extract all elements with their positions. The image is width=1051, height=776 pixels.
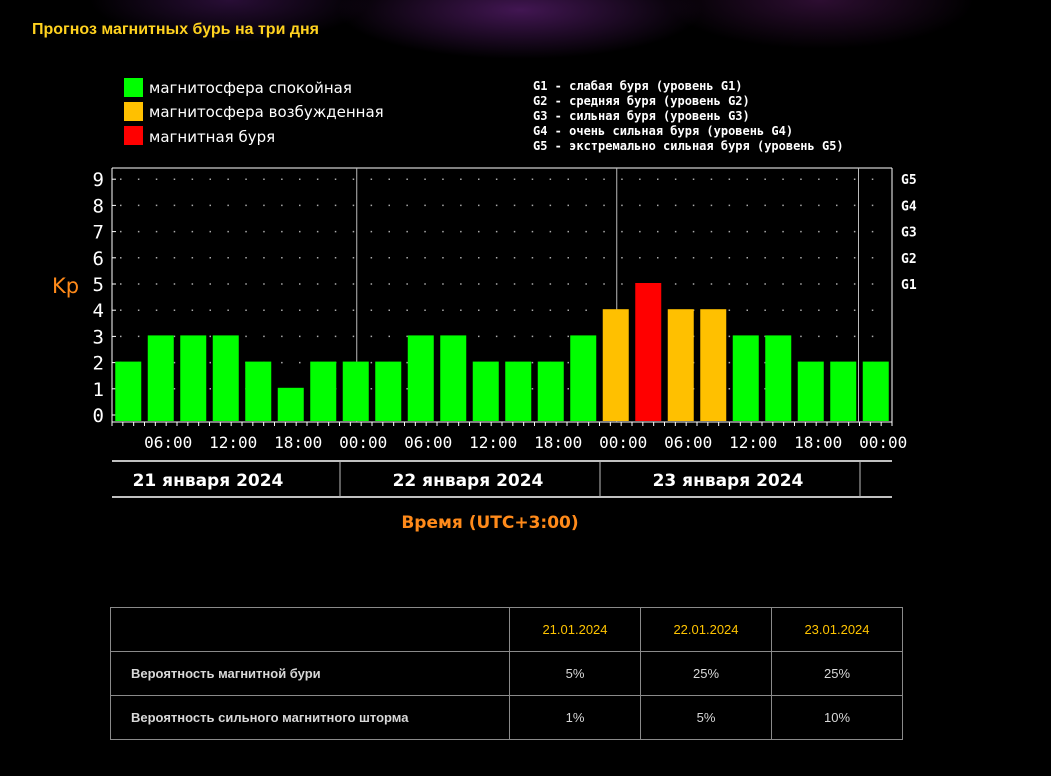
bar [667,309,694,421]
probability-table: 21.01.2024 22.01.2024 23.01.2024 Вероятн… [110,607,903,740]
table-cell: 25% [771,651,903,696]
bar [862,361,889,421]
y-tick-label: 9 [93,169,104,191]
y-tick-label: 7 [93,222,104,244]
legend-label-quiet: магнитосфера спокойная [149,79,352,97]
bar [147,335,174,421]
y-tick-label: 5 [93,274,104,296]
bar [537,361,564,421]
legend-label-disturbed: магнитосфера возбужденная [149,103,384,121]
x-tick-label: 12:00 [729,433,777,452]
bar [472,361,499,421]
y-tick-label: 4 [93,300,104,322]
bar [277,387,304,421]
bar [732,335,759,421]
g-level-legend-item: G1 - слабая буря (уровень G1) [533,79,743,93]
table-row: Вероятность сильного магнитного шторма 1… [110,695,903,740]
bar [180,335,207,421]
table-cell: 1% [509,695,641,740]
kp-forecast-chart: магнитосфера спокойная магнитосфера возб… [52,78,917,533]
bar [375,361,402,421]
g-level-legend-item: G3 - сильная буря (уровень G3) [533,109,750,123]
y-tick-label: 3 [93,326,104,348]
table-corner-cell [110,607,510,652]
table-cell: 10% [771,695,903,740]
x-tick-label: 06:00 [144,433,192,452]
x-tick-label: 06:00 [404,433,452,452]
bar [700,309,727,421]
g-tick-label: G1 [901,278,917,293]
table-cell: 5% [509,651,641,696]
table-row-label: Вероятность магнитной бури [110,651,510,696]
x-axis-label: Время (UTC+3:00) [401,513,578,533]
table-cell: 5% [640,695,772,740]
y-tick-label: 0 [93,405,104,427]
date-label: 22 января 2024 [393,471,544,491]
g-tick-label: G5 [901,173,917,188]
date-label: 23 января 2024 [653,471,804,491]
plot-area: 0 1 2 3 4 5 6 7 8 9 G1 G2 G3 G4 G5 06:00 12:00 18:00 00:00… [93,167,917,498]
bar [830,361,857,421]
page-title: Прогноз магнитных бурь на три дня [32,21,319,38]
legend-swatch-disturbed [124,102,143,121]
table-header-row: 21.01.2024 22.01.2024 23.01.2024 [110,607,903,652]
bar [765,335,792,421]
g-tick-label: G4 [901,199,917,214]
y-tick-label: 6 [93,248,104,270]
g-level-legend-item: G4 - очень сильная буря (уровень G4) [533,124,793,138]
g-tick-label: G2 [901,252,917,267]
table-header-date: 22.01.2024 [640,607,772,652]
bar [115,361,142,421]
bar [212,335,239,421]
x-tick-label: 18:00 [794,433,842,452]
bar [570,335,597,421]
bar [635,283,662,421]
legend-swatch-quiet [124,78,143,97]
x-tick-label: 18:00 [274,433,322,452]
table-header-date: 23.01.2024 [771,607,903,652]
x-tick-label: 12:00 [469,433,517,452]
table-row: Вероятность магнитной бури 5% 25% 25% [110,651,903,696]
table-row-label: Вероятность сильного магнитного шторма [110,695,510,740]
x-tick-label: 00:00 [859,433,907,452]
x-tick-label: 18:00 [534,433,582,452]
date-label: 21 января 2024 [133,471,284,491]
g-tick-label: G3 [901,226,917,241]
bar [440,335,467,421]
y-axis-label: Kp [52,274,79,298]
bar [505,361,532,421]
g-level-legend-item: G2 - средняя буря (уровень G2) [533,94,750,108]
bar [407,335,434,421]
x-tick-label: 00:00 [599,433,647,452]
bar [245,361,272,421]
x-tick-label: 00:00 [339,433,387,452]
legend: магнитосфера спокойная магнитосфера возб… [124,78,384,146]
y-tick-label: 2 [93,353,104,375]
legend-label-storm: магнитная буря [149,128,275,146]
bar [310,361,337,421]
g-level-legend: G1 - слабая буря (уровень G1) G2 - средн… [533,79,844,153]
bar [342,361,369,421]
table-header-date: 21.01.2024 [509,607,641,652]
legend-swatch-storm [124,126,143,145]
x-tick-label: 12:00 [209,433,257,452]
y-tick-label: 8 [93,195,104,217]
g-level-legend-item: G5 - экстремально сильная буря (уровень … [533,139,844,153]
table-cell: 25% [640,651,772,696]
y-tick-label: 1 [93,379,104,401]
bar [602,309,629,421]
bar [797,361,824,421]
x-tick-label: 06:00 [664,433,712,452]
